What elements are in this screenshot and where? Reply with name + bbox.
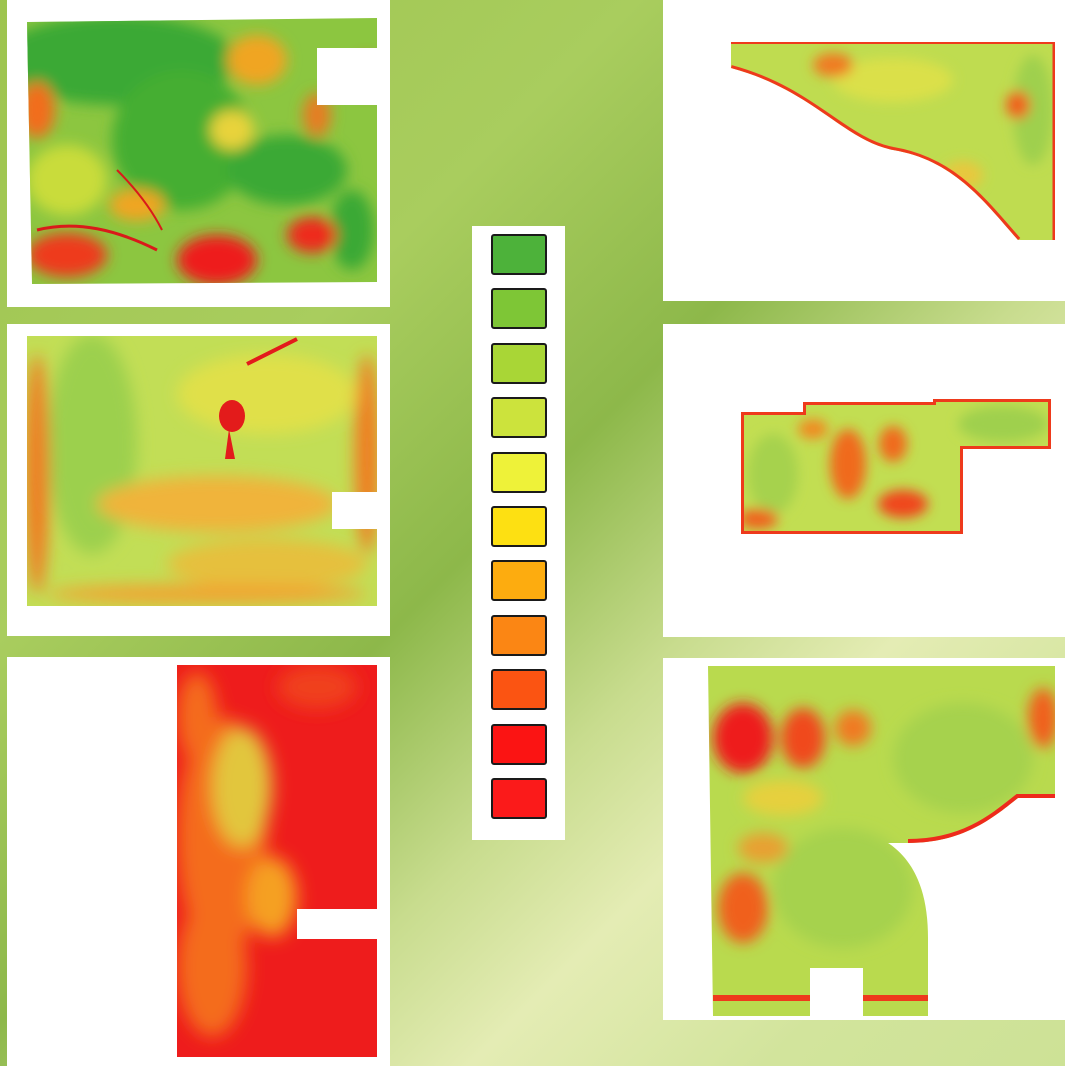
- legend-swatch-1: [491, 234, 547, 275]
- legend-swatch-8: [491, 614, 547, 656]
- legend-swatch-4: [491, 397, 547, 439]
- legend-swatch-2: [491, 288, 547, 330]
- field-map-3: [177, 665, 377, 1057]
- field-map-5-panel: [663, 324, 1065, 637]
- legend-swatch-10: [491, 723, 547, 765]
- field-map-6: [708, 666, 1055, 1016]
- legend-swatch-3: [491, 342, 547, 384]
- legend-swatch-5: [491, 451, 547, 493]
- legend-swatch-6: [491, 506, 547, 547]
- legend-swatch-11: [491, 778, 547, 819]
- field-map-1: [27, 18, 377, 284]
- color-legend: [472, 226, 565, 840]
- field-map-1-panel: [7, 0, 390, 307]
- field-map-3-panel: [7, 657, 390, 1066]
- legend-swatch-7: [491, 560, 547, 602]
- field-map-6-panel: [663, 658, 1065, 1020]
- field-map-4: [731, 42, 1055, 240]
- field-map-2: [27, 336, 377, 606]
- field-map-4-panel: [663, 0, 1065, 301]
- field-map-2-panel: [7, 324, 390, 636]
- legend-swatch-9: [491, 669, 547, 711]
- field-map-5: [741, 399, 1051, 534]
